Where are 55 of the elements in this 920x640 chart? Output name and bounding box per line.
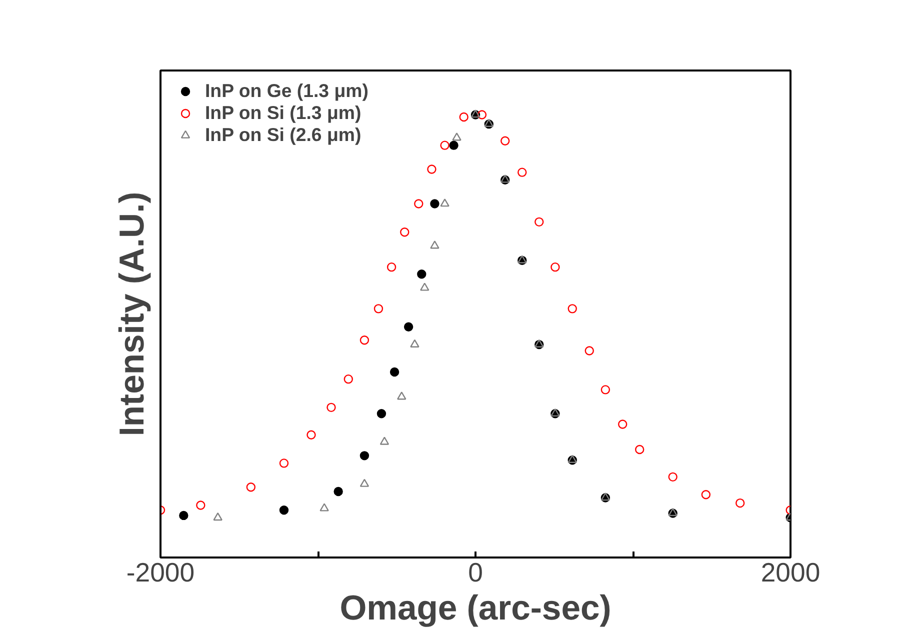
point <box>326 402 336 412</box>
point <box>440 198 450 207</box>
point <box>279 506 289 515</box>
point <box>550 262 560 272</box>
point <box>452 132 462 141</box>
point <box>449 140 458 150</box>
point <box>534 217 544 227</box>
point <box>334 486 343 496</box>
point <box>420 282 430 291</box>
legend-label: InP on Si (1.3 μm) <box>205 102 362 124</box>
point <box>306 430 316 440</box>
point <box>440 140 450 150</box>
point <box>414 199 424 208</box>
y-axis-title: Intensity (A.U.) <box>114 192 152 436</box>
legend-label: InP on Si (2.6 μm) <box>205 124 362 146</box>
point <box>360 336 370 345</box>
point <box>196 500 206 510</box>
point <box>213 512 222 521</box>
point <box>404 322 414 332</box>
point <box>400 228 410 237</box>
point <box>427 164 436 174</box>
point <box>380 436 390 445</box>
x-tick-label: 0 <box>468 558 483 588</box>
point <box>459 112 468 122</box>
point <box>518 168 527 177</box>
point <box>376 409 386 418</box>
point <box>618 420 628 429</box>
point <box>386 262 396 272</box>
point <box>279 458 289 468</box>
legend-label: InP on Ge (1.3 μm) <box>205 80 368 102</box>
point <box>410 339 420 348</box>
x-axis-title: Omage (arc-sec) <box>340 590 612 628</box>
x-tick-label: 2000 <box>760 558 820 588</box>
point <box>701 490 711 500</box>
point <box>430 199 440 208</box>
point <box>477 110 487 120</box>
point <box>390 367 400 377</box>
point <box>736 498 745 508</box>
point <box>500 136 510 146</box>
point <box>430 240 440 249</box>
point <box>568 304 577 314</box>
x-tick-label: -2000 <box>126 558 195 588</box>
point <box>668 472 678 482</box>
point <box>397 392 406 400</box>
point <box>635 444 644 454</box>
point <box>374 304 384 314</box>
point <box>360 451 370 460</box>
point <box>179 510 188 520</box>
point <box>246 482 256 492</box>
point <box>417 270 426 279</box>
point <box>344 374 353 384</box>
point <box>584 346 594 356</box>
point <box>320 503 329 512</box>
point <box>600 385 610 394</box>
point <box>360 478 370 487</box>
